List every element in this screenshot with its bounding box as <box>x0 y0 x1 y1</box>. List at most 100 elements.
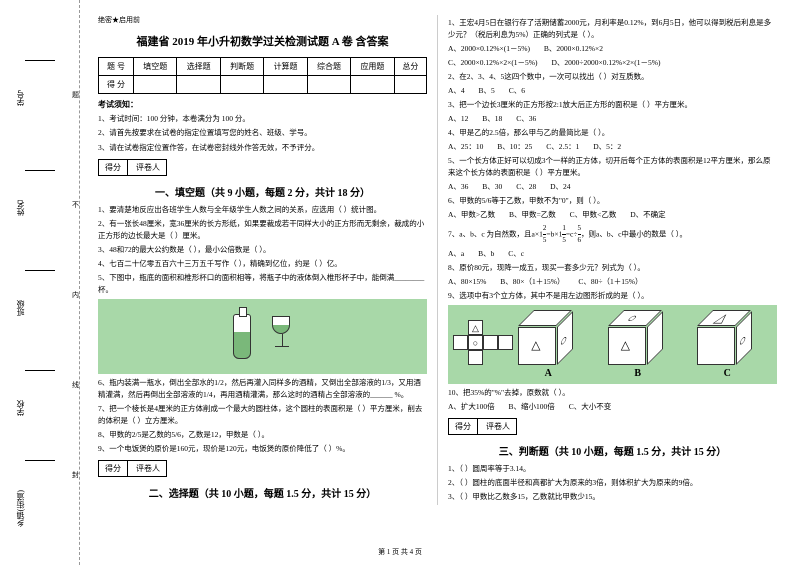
margin-line <box>25 460 55 461</box>
margin-line <box>25 60 55 61</box>
exam-title: 福建省 2019 年小升初数学过关检测试题 A 卷 含答案 <box>98 33 427 49</box>
option-a: A、4 <box>448 86 465 95</box>
question: 8、原价80元，现降一成五，现买一套多少元？列式为（ ）。 <box>448 262 777 274</box>
cube-option-b: ○ △ B <box>608 310 668 379</box>
notice-item: 3、请在试卷指定位置作答，在试卷密封线外作答无效，不予评分。 <box>98 142 427 153</box>
options: A、甲数>乙数 B、甲数=乙数 C、甲数<乙数 D、不确定 <box>448 209 777 221</box>
options: A、a B、b C、c <box>448 248 777 260</box>
figure-bottle <box>98 299 427 374</box>
score-label: 得分 <box>99 461 128 476</box>
figure-cubes: △ ○ ○ △ A ○ <box>448 305 777 384</box>
option-c: C、c <box>508 249 524 258</box>
option-c: C、2.5：1 <box>546 142 579 151</box>
question: 2、有一张长48厘米，宽36厘米的长方形纸，如果要裁成若干同样大小的正方形而无剩… <box>98 218 427 242</box>
page-content: 绝密★启用前 福建省 2019 年小升初数学过关检测试题 A 卷 含答案 题 号… <box>90 15 790 505</box>
option-c: C、6 <box>509 86 525 95</box>
option-a: A、12 <box>448 114 468 123</box>
option-d: D、24 <box>550 182 570 191</box>
question: 9、选项中有3个立方体，其中不是用左边图形折成的是（ ）。 <box>448 290 777 302</box>
question: 3、（ ）甲数比乙数多15，乙数就比甲数少15。 <box>448 491 777 503</box>
seal-char: 线 <box>72 380 79 390</box>
options: A、扩大100倍 B、缩小100倍 C、大小不变 <box>448 401 777 413</box>
cube-label: C <box>697 368 757 379</box>
margin-line <box>25 370 55 371</box>
option-a: A、a <box>448 249 464 258</box>
margin-label-school: 学校 <box>15 400 26 416</box>
question-fraction: 7、a、b、c 为自然数，且a×125=b×115=c÷56，则a、b、c中最小… <box>448 223 777 246</box>
option-d: D、不确定 <box>630 210 665 219</box>
options: C、2000×0.12%×2×(1－5%) D、2000÷2000×0.12%×… <box>448 57 777 69</box>
table-row: 得 分 <box>99 76 427 94</box>
cube-label: B <box>608 368 668 379</box>
margin-line <box>25 170 55 171</box>
table-row: 题 号 填空题 选择题 判断题 计算题 综合题 应用题 总分 <box>99 58 427 76</box>
question: 2、（ ）圆柱的底面半径和高都扩大为原来的3倍，则体积扩大为原来的9倍。 <box>448 477 777 489</box>
option-b: B、10：25 <box>497 142 532 151</box>
seal-char: 封 <box>72 470 79 480</box>
section-title-fill: 一、填空题（共 9 小题，每题 2 分，共计 18 分） <box>98 184 427 199</box>
right-column: 1、王宏4月5日在银行存了活期储蓄2000元，月利率是0.12%，到6月5日，他… <box>440 15 785 505</box>
score-label-cell: 得 分 <box>99 76 134 94</box>
score-cell <box>351 76 394 94</box>
question: 1、王宏4月5日在银行存了活期储蓄2000元，月利率是0.12%，到6月5日，他… <box>448 17 777 41</box>
q7-text-pre: 7、a、b、c 为自然数，且a× <box>448 229 539 238</box>
score-label: 得分 <box>449 419 478 434</box>
question: 4、甲是乙的2.5倍，那么甲与乙的最简比是（ ）。 <box>448 127 777 139</box>
grader-label: 评卷人 <box>130 461 166 476</box>
header-cell: 计算题 <box>264 58 307 76</box>
glass-icon <box>272 316 292 356</box>
question: 8、甲数的2/5是乙数的5/6，乙数是12，甲数是（ ）。 <box>98 429 427 441</box>
grader-box: 得分 评卷人 <box>448 418 517 435</box>
score-cell <box>177 76 220 94</box>
header-cell: 应用题 <box>351 58 394 76</box>
grader-box: 得分 评卷人 <box>98 460 167 477</box>
option-b: B、5 <box>479 86 495 95</box>
question: 3、把一个边长3厘米的正方形按2:1放大后正方形的面积是（ ）平方厘米。 <box>448 99 777 111</box>
option-b: B、80×（1＋15%） <box>500 277 564 286</box>
score-cell <box>220 76 263 94</box>
page-footer: 第 1 页 共 4 页 <box>0 547 800 557</box>
options: A、80×15% B、80×（1＋15%） C、80÷（1＋15%） <box>448 276 777 288</box>
options: A、4 B、5 C、6 <box>448 85 777 97</box>
option-b: B、2000×0.12%×2 <box>544 44 603 53</box>
option-c: C、甲数<乙数 <box>570 210 617 219</box>
cube-options: ○ △ A ○ △ B △ ○ <box>504 310 773 379</box>
cube-net: △ ○ <box>453 320 504 370</box>
binding-margin: 乡镇(街道) 学校 班级 姓名 学号 封 线 内 不 题 <box>0 0 80 565</box>
option-a: A、80×15% <box>448 277 486 286</box>
section-title-judge: 三、判断题（共 10 小题，每题 1.5 分，共计 15 分） <box>448 443 777 458</box>
score-cell <box>134 76 177 94</box>
question: 1、（ ）圆周率等于3.14。 <box>448 463 777 475</box>
cube-option-a: ○ △ A <box>518 310 578 379</box>
option-b: B、b <box>478 249 494 258</box>
question: 6、甲数的5/6等于乙数，甲数不为"0"，则（ ）。 <box>448 195 777 207</box>
question: 3、48和72的最大公约数是（ ），最小公倍数是（ ）。 <box>98 244 427 256</box>
option-a: A、36 <box>448 182 468 191</box>
notice-item: 2、请首先按要求在试卷的指定位置填写您的姓名、班级、学号。 <box>98 127 427 138</box>
score-table: 题 号 填空题 选择题 判断题 计算题 综合题 应用题 总分 得 分 <box>98 57 427 94</box>
column-divider <box>437 15 438 505</box>
notice-block: 1、考试时间：100 分钟，本卷满分为 100 分。 2、请首先按要求在试卷的指… <box>98 113 427 153</box>
grader-box: 得分 评卷人 <box>98 159 167 176</box>
option-c: C、36 <box>516 114 536 123</box>
header-cell: 题 号 <box>99 58 134 76</box>
option-c: C、2000×0.12%×2×(1－5%) <box>448 58 538 67</box>
option-d: D、5：2 <box>593 142 621 151</box>
options: A、25：10 B、10：25 C、2.5：1 D、5：2 <box>448 141 777 153</box>
bottle-diagram <box>223 304 303 369</box>
option-a: A、甲数>乙数 <box>448 210 495 219</box>
notice-heading: 考试须知： <box>98 99 427 110</box>
score-cell <box>264 76 307 94</box>
options: A、12 B、18 C、36 <box>448 113 777 125</box>
question: 2、在2、3、4、5这四个数中，一次可以找出（ ）对互质数。 <box>448 71 777 83</box>
margin-label-township: 乡镇(街道) <box>15 490 26 527</box>
notice-item: 1、考试时间：100 分钟，本卷满分为 100 分。 <box>98 113 427 124</box>
score-label: 得分 <box>99 160 128 175</box>
score-cell <box>307 76 350 94</box>
option-b: B、缩小100倍 <box>509 402 555 411</box>
option-c: C、28 <box>516 182 536 191</box>
header-cell: 综合题 <box>307 58 350 76</box>
left-column: 绝密★启用前 福建省 2019 年小升初数学过关检测试题 A 卷 含答案 题 号… <box>90 15 435 505</box>
option-b: B、30 <box>482 182 502 191</box>
question: 5、下图中，瓶底的面积和椎形杯口的面积相等，将瓶子中的液体倒入椎形杯子中，能倒满… <box>98 272 427 296</box>
